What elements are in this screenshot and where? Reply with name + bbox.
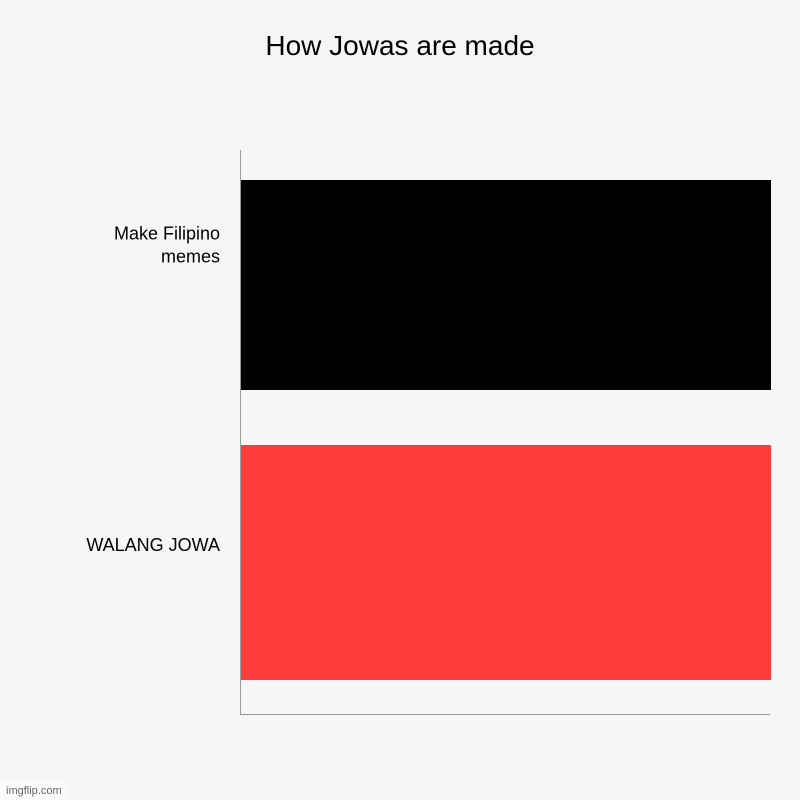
plot-area — [240, 150, 770, 715]
watermark: imgflip.com — [0, 782, 68, 800]
bar-1 — [241, 445, 771, 680]
chart-title: How Jowas are made — [0, 30, 800, 62]
ylabel-0: Make Filipino memes — [40, 223, 220, 268]
bar-0 — [241, 180, 771, 390]
ylabel-1: WALANG JOWA — [40, 534, 220, 557]
chart-canvas: How Jowas are made Make Filipino memes W… — [0, 0, 800, 800]
